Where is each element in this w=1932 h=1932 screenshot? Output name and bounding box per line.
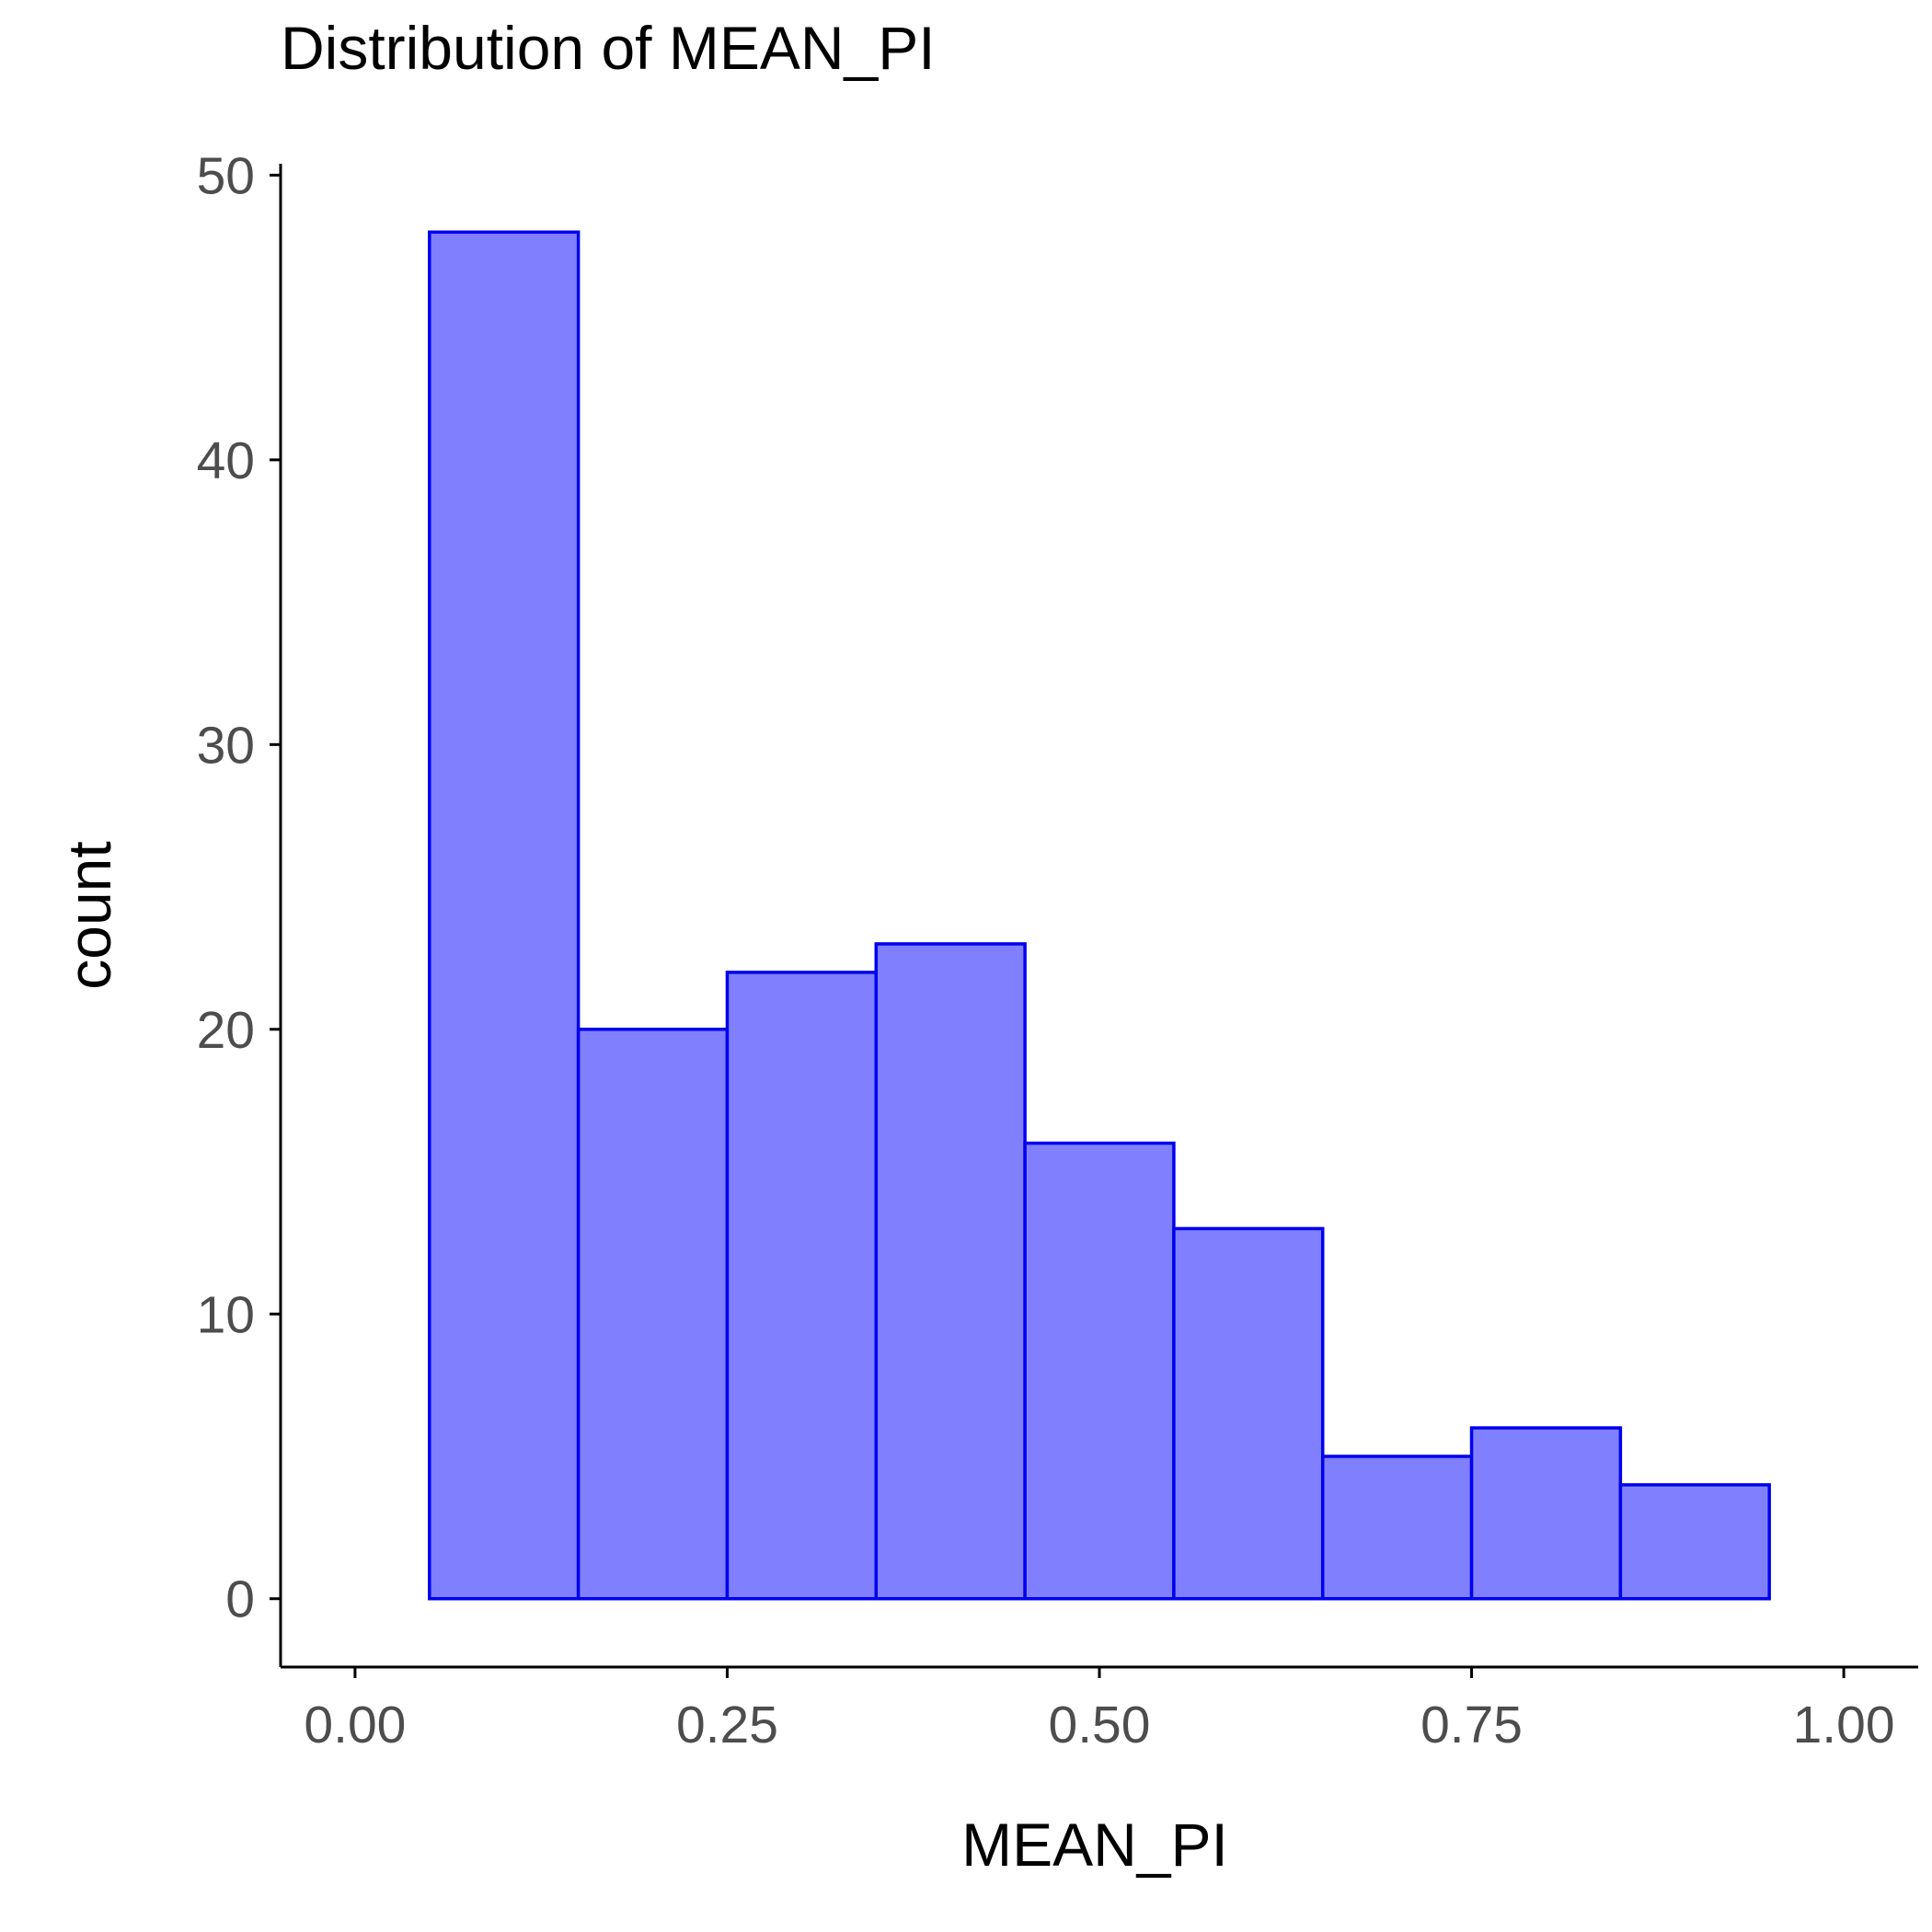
x-tick-label: 0.25 — [676, 1696, 778, 1754]
histogram-bar — [1023, 1141, 1176, 1601]
histogram-bar — [576, 1028, 730, 1601]
histogram-bar — [1320, 1455, 1474, 1601]
histogram-bar — [1172, 1226, 1325, 1601]
bars-group — [428, 230, 1771, 1601]
x-tick-label: 1.00 — [1793, 1696, 1895, 1754]
y-tick-label: 0 — [225, 1570, 255, 1629]
histogram-bar — [1469, 1426, 1623, 1601]
y-tick-label: 50 — [197, 146, 255, 205]
x-axis: 0.00 0.25 0.50 0.75 1.00 — [281, 1665, 1918, 1754]
x-tick-label: 0.75 — [1420, 1696, 1523, 1754]
x-tick-label: 0.50 — [1049, 1696, 1151, 1754]
y-tick-label: 10 — [197, 1285, 255, 1344]
y-tick-label: 30 — [197, 716, 255, 775]
histogram-bar — [874, 942, 1027, 1601]
y-axis-title: count — [55, 841, 123, 989]
x-tick-label: 0.00 — [304, 1696, 406, 1754]
histogram-bar — [1618, 1483, 1771, 1601]
histogram-bar — [725, 971, 879, 1601]
y-tick-label: 40 — [197, 431, 255, 490]
x-axis-title: MEAN_PI — [961, 1811, 1228, 1879]
y-axis: 0 10 20 30 40 50 — [197, 146, 282, 1667]
histogram-bar — [428, 230, 581, 1601]
y-tick-label: 20 — [197, 1001, 255, 1060]
chart-title: Distribution of MEAN_PI — [281, 14, 936, 82]
